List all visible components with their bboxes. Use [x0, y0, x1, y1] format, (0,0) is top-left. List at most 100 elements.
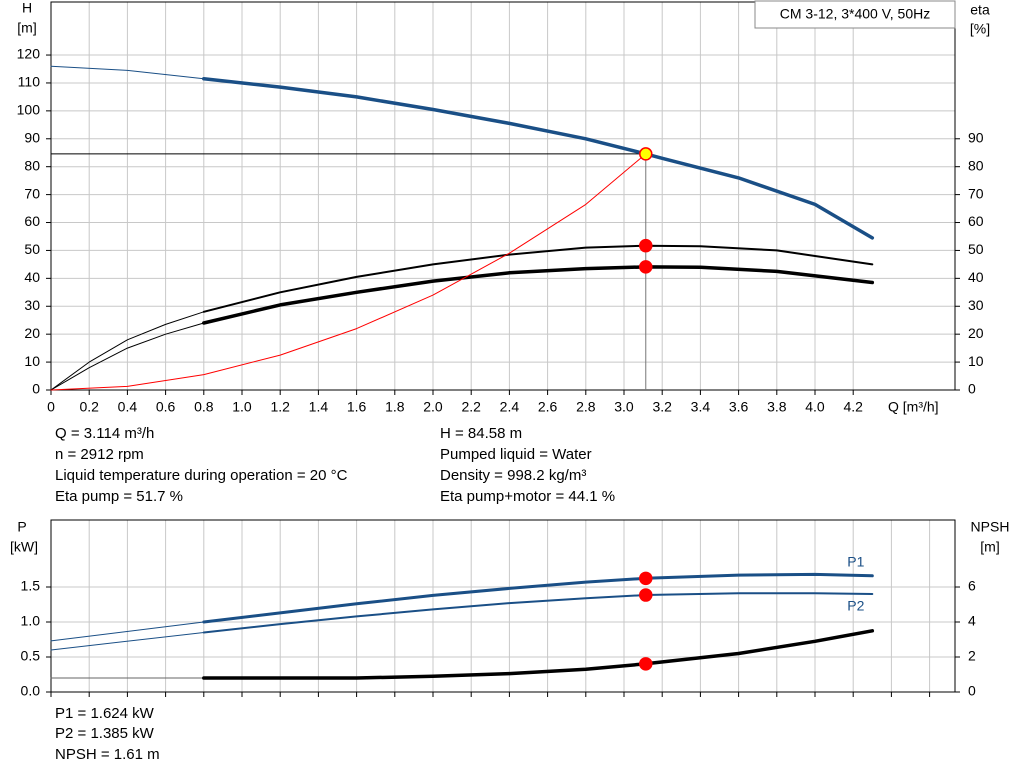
- operating-point: [639, 147, 653, 161]
- info-line: Liquid temperature during operation = 20…: [55, 467, 348, 484]
- x-tick-label: 0.4: [118, 399, 138, 415]
- y2-tick-label: 40: [968, 269, 984, 285]
- info-line: n = 2912 rpm: [55, 446, 144, 463]
- title: CM 3-12, 3*400 V, 50Hz: [780, 6, 930, 22]
- operating-point: [639, 238, 653, 253]
- x-tick-label: 1.6: [347, 399, 367, 415]
- curve: [202, 592, 874, 634]
- y-tick-label: 100: [17, 102, 41, 118]
- y-unit: [m]: [17, 20, 36, 36]
- title-box: [754, 0, 956, 29]
- y-tick-label: 90: [24, 129, 40, 145]
- x-tick-label: 0.2: [79, 399, 99, 415]
- x-label: Q [m³/h]: [888, 399, 939, 415]
- curve: [50, 632, 205, 651]
- y-tick-label: 70: [24, 185, 40, 201]
- plot-frame: [50, 1, 956, 391]
- y2-tick-label: 80: [968, 157, 984, 173]
- info-line: Eta pump+motor = 44.1 %: [440, 488, 615, 505]
- curve: [50, 322, 205, 391]
- operating-point: [639, 571, 653, 586]
- x-tick-label: 1.4: [309, 399, 329, 415]
- x-tick-label: 2.8: [576, 399, 596, 415]
- curve: [50, 311, 205, 391]
- y2-tick-label: 10: [968, 353, 984, 369]
- x-tick-label: 3.2: [652, 399, 672, 415]
- y-tick-label: 120: [17, 46, 41, 62]
- x-tick-label: 1.0: [232, 399, 252, 415]
- x-tick-label: 0.6: [156, 399, 176, 415]
- y-unit: [kW]: [10, 539, 38, 555]
- curve: [50, 65, 205, 80]
- y2-tick-label: 6: [968, 578, 976, 594]
- series-label: P2: [847, 598, 864, 614]
- x-tick-label: 3.4: [691, 399, 711, 415]
- x-tick-label: 0.8: [194, 399, 214, 415]
- x-tick-label: 0: [47, 399, 55, 415]
- y2-tick-label: 0: [968, 683, 976, 699]
- x-tick-label: 4.0: [805, 399, 825, 415]
- info-line: Q = 3.114 m³/h: [55, 425, 154, 442]
- y2-tick-label: 4: [968, 613, 976, 629]
- info-line: H = 84.58 m: [440, 425, 522, 442]
- y-label: H: [22, 0, 32, 16]
- info-line: P1 = 1.624 kW: [55, 705, 155, 722]
- y-tick-label: 50: [24, 241, 40, 257]
- y2-label: eta: [970, 2, 990, 18]
- y2-unit: [%]: [970, 21, 990, 37]
- y2-label: NPSH: [971, 519, 1010, 535]
- x-tick-label: 3.6: [729, 399, 749, 415]
- curve: [202, 629, 875, 680]
- curve: [50, 153, 647, 391]
- y-tick-label: 30: [24, 297, 40, 313]
- y-tick-label: 20: [24, 325, 40, 341]
- y2-tick-label: 60: [968, 213, 984, 229]
- power-info: P1 = 1.624 kW P2 = 1.385 kW NPSH = 1.61 …: [55, 705, 160, 763]
- operating-point: [639, 657, 653, 671]
- y2-tick-label: 90: [968, 129, 984, 145]
- curve: [202, 265, 875, 325]
- y2-tick-label: 2: [968, 648, 976, 664]
- y-tick-label: 110: [18, 74, 41, 90]
- operating-point: [639, 260, 653, 274]
- y-tick-label: 40: [24, 269, 40, 285]
- y2-tick-label: 50: [968, 241, 984, 257]
- y2-tick-label: 0: [968, 381, 976, 397]
- x-tick-label: 2.0: [423, 399, 443, 415]
- x-tick-label: 2.6: [538, 399, 558, 415]
- info-left: Q = 3.114 m³/h n = 2912 rpm Liquid tempe…: [55, 425, 348, 505]
- curve: [202, 77, 875, 240]
- y2-tick-label: 70: [968, 185, 984, 201]
- y2-tick-label: 20: [968, 325, 984, 341]
- y-tick-label: 1.0: [21, 613, 41, 629]
- y-tick-label: 0: [32, 381, 40, 397]
- info-line: NPSH = 1.61 m: [55, 746, 160, 763]
- x-tick-label: 1.8: [385, 399, 405, 415]
- y-label: P: [17, 519, 26, 535]
- curve: [202, 244, 874, 313]
- plot-frame: [50, 519, 956, 693]
- info-line: P2 = 1.385 kW: [55, 725, 155, 742]
- info-line: Pumped liquid = Water: [440, 446, 592, 463]
- info-right: H = 84.58 m Pumped liquid = Water Densit…: [440, 425, 615, 505]
- y2-unit: [m]: [980, 539, 999, 555]
- x-tick-label: 2.4: [500, 399, 520, 415]
- operating-point: [639, 588, 653, 602]
- x-tick-label: 3.8: [767, 399, 787, 415]
- series-label: P1: [847, 553, 864, 569]
- y-tick-label: 60: [24, 213, 40, 229]
- x-tick-label: 2.2: [461, 399, 481, 415]
- x-tick-label: 4.2: [843, 399, 863, 415]
- y-tick-label: 0.5: [21, 648, 41, 664]
- y2-tick-label: 30: [968, 297, 984, 313]
- x-tick-label: 1.2: [270, 399, 290, 415]
- info-line: Density = 998.2 kg/m³: [440, 467, 586, 484]
- y-tick-label: 0.0: [21, 683, 41, 699]
- y-tick-label: 1.5: [21, 578, 41, 594]
- curve: [202, 572, 874, 624]
- y-tick-label: 10: [24, 353, 40, 369]
- curve: [50, 621, 205, 642]
- info-line: Eta pump = 51.7 %: [55, 488, 183, 505]
